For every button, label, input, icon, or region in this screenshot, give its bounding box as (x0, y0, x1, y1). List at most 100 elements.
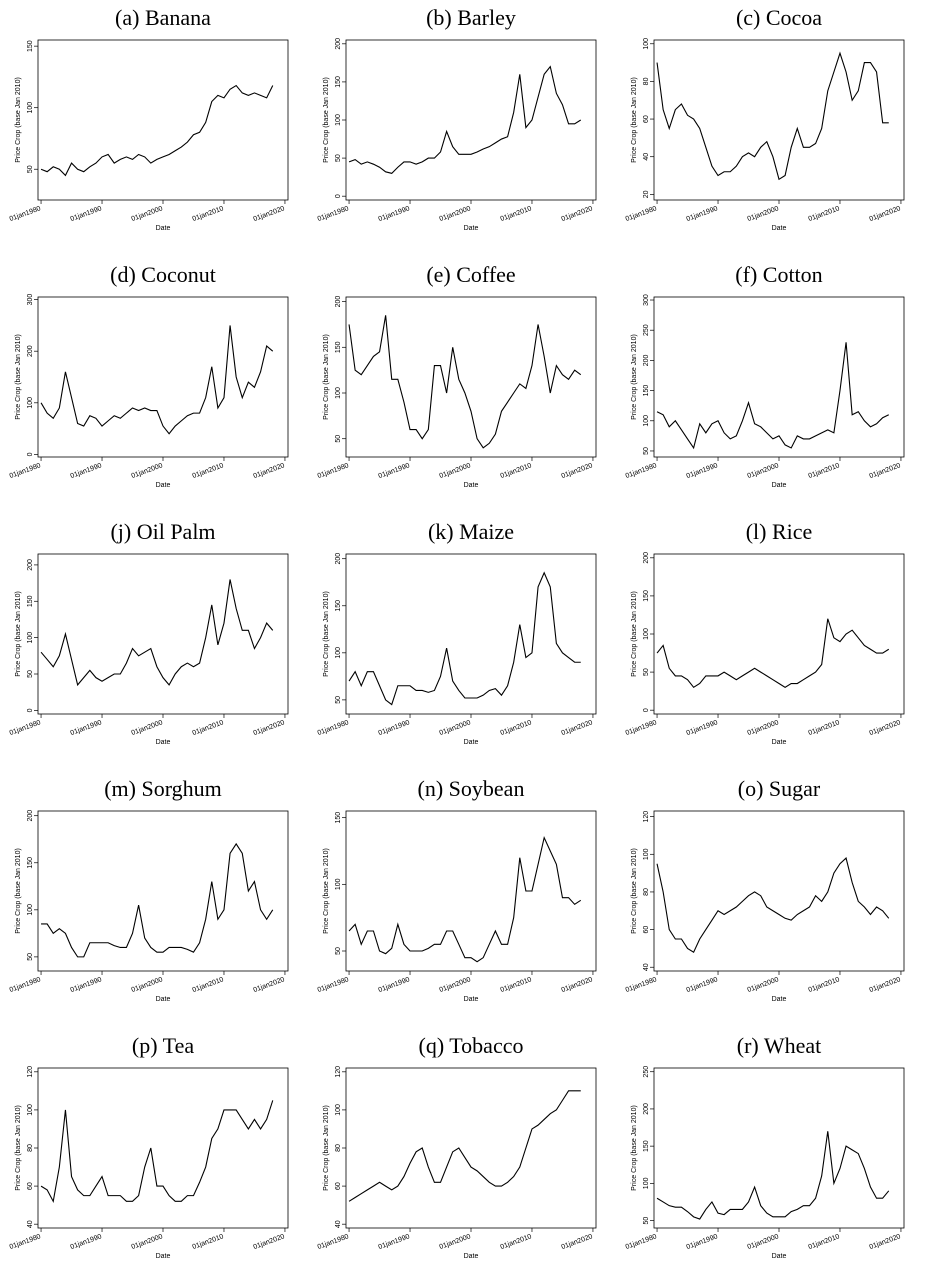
x-tick-label: 01jan1980 (317, 462, 350, 480)
y-tick-label: 60 (643, 926, 650, 934)
x-tick-label: 01jan2000 (747, 719, 780, 737)
plot-frame (653, 296, 905, 458)
chart-title: (a) Banana (115, 5, 211, 30)
y-tick-label: 40 (643, 153, 650, 161)
y-tick-label: 120 (643, 811, 650, 823)
chart-title: (k) Maize (428, 519, 514, 544)
x-axis-label: Date (156, 739, 171, 746)
y-axis-label: Price Crop (base Jan 2010) (631, 1105, 638, 1191)
y-tick-label: 50 (643, 1217, 650, 1225)
y-tick-label: 40 (335, 1220, 342, 1228)
x-axis-label: Date (156, 225, 171, 232)
y-tick-label: 50 (335, 696, 342, 704)
y-tick-label: 100 (643, 1177, 650, 1189)
x-tick-label: 01jan2000 (747, 1233, 780, 1251)
x-tick-label: 01jan2010 (192, 462, 225, 480)
y-tick-label: 150 (643, 1140, 650, 1152)
x-axis-label: Date (156, 1253, 171, 1260)
y-axis-label: Price Crop (base Jan 2010) (15, 334, 22, 420)
x-tick-label: 01jan1980 (9, 205, 42, 223)
x-tick-label: 01jan1990 (686, 719, 719, 737)
x-tick-label: 01jan1990 (378, 719, 411, 737)
plot-frame (653, 553, 905, 715)
x-tick-label: 01jan2020 (561, 205, 594, 223)
x-tick-label: 01jan1980 (625, 1233, 658, 1251)
y-tick-label: 100 (335, 387, 342, 399)
x-tick-label: 01jan2000 (131, 719, 164, 737)
price-line (656, 342, 890, 450)
y-tick-label: 250 (643, 1066, 650, 1078)
x-tick-label: 01jan2000 (131, 976, 164, 994)
y-tick-label: 50 (643, 447, 650, 455)
y-tick-label: 100 (335, 647, 342, 659)
y-tick-label: 150 (643, 385, 650, 397)
chart-title: (f) Cotton (735, 262, 822, 287)
y-tick-label: 100 (27, 102, 34, 114)
y-axis-label: Price Crop (base Jan 2010) (631, 591, 638, 677)
plot-frame (37, 296, 289, 458)
y-axis-label: Price Crop (base Jan 2010) (323, 1105, 330, 1191)
y-tick-label: 120 (335, 1066, 342, 1078)
x-tick-label: 01jan1990 (378, 976, 411, 994)
y-tick-label: 0 (27, 708, 34, 712)
y-tick-label: 250 (643, 324, 650, 336)
price-line (40, 579, 274, 687)
x-tick-label: 01jan1980 (625, 719, 658, 737)
price-line (656, 51, 889, 181)
y-tick-label: 50 (27, 670, 34, 678)
price-line (41, 842, 274, 958)
y-axis-label: Price Crop (base Jan 2010) (631, 848, 638, 934)
y-tick-label: 100 (643, 848, 650, 860)
y-tick-label: 100 (27, 1104, 34, 1116)
chart-title: (r) Wheat (737, 1033, 822, 1058)
y-tick-label: 80 (643, 77, 650, 85)
x-tick-label: 01jan2000 (439, 1233, 472, 1251)
y-tick-label: 50 (27, 165, 34, 173)
y-tick-label: 0 (335, 194, 342, 198)
plot-frame (653, 1067, 905, 1229)
plot-frame (37, 810, 289, 972)
x-tick-label: 01jan2020 (253, 205, 286, 223)
price-line (348, 1090, 581, 1202)
x-tick-label: 01jan2020 (253, 719, 286, 737)
x-tick-label: 01jan1990 (70, 719, 103, 737)
y-tick-label: 0 (643, 708, 650, 712)
y-tick-label: 60 (335, 1182, 342, 1190)
y-tick-label: 150 (335, 341, 342, 353)
y-tick-label: 100 (643, 415, 650, 427)
x-tick-label: 01jan2020 (869, 1233, 902, 1251)
x-tick-label: 01jan2000 (439, 976, 472, 994)
x-tick-label: 01jan1990 (378, 462, 411, 480)
x-tick-label: 01jan1990 (70, 462, 103, 480)
price-line (40, 1100, 274, 1203)
x-tick-label: 01jan2000 (131, 1233, 164, 1251)
y-tick-label: 300 (643, 294, 650, 306)
x-tick-label: 01jan2020 (253, 976, 286, 994)
x-tick-label: 01jan2010 (500, 976, 533, 994)
x-tick-label: 01jan1990 (378, 205, 411, 223)
x-tick-label: 01jan2010 (500, 462, 533, 480)
x-axis-label: Date (772, 996, 787, 1003)
y-tick-label: 200 (27, 559, 34, 571)
y-tick-label: 50 (335, 947, 342, 955)
price-line (348, 835, 582, 963)
x-tick-label: 01jan2000 (131, 462, 164, 480)
x-tick-label: 01jan1990 (686, 205, 719, 223)
price-line (656, 857, 890, 953)
y-tick-label: 100 (335, 1104, 342, 1116)
x-tick-label: 01jan2000 (131, 205, 164, 223)
x-tick-label: 01jan1990 (70, 976, 103, 994)
x-tick-label: 01jan2020 (869, 205, 902, 223)
x-tick-label: 01jan1980 (9, 719, 42, 737)
price-line (348, 315, 582, 449)
x-tick-label: 01jan2000 (747, 205, 780, 223)
chart-title: (l) Rice (746, 519, 813, 544)
x-tick-label: 01jan2010 (500, 1233, 533, 1251)
x-tick-label: 01jan2010 (808, 719, 841, 737)
chart-title: (n) Soybean (418, 776, 525, 801)
x-axis-label: Date (772, 1253, 787, 1260)
plot-frame (37, 553, 289, 715)
x-tick-label: 01jan1990 (686, 976, 719, 994)
x-tick-label: 01jan2020 (561, 462, 594, 480)
